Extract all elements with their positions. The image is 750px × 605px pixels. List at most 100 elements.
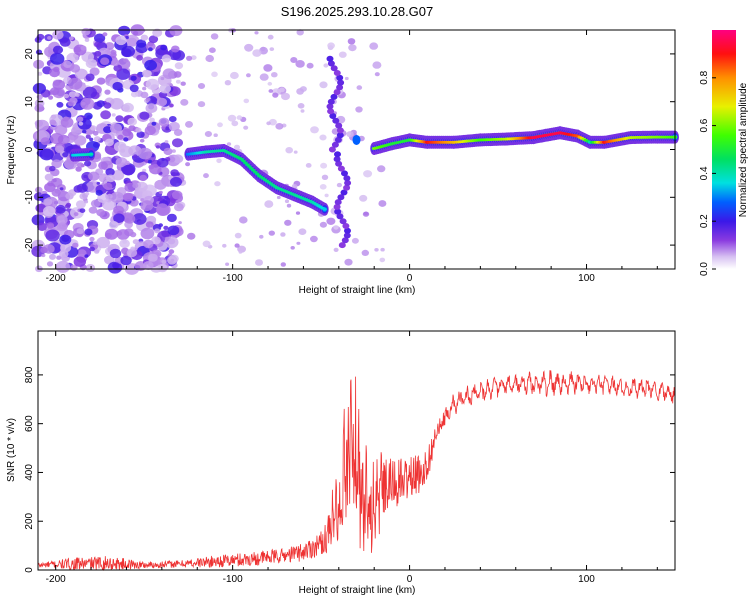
noise-blob xyxy=(145,97,151,102)
noise-blob xyxy=(89,67,100,76)
noise-blob xyxy=(43,198,53,206)
noise-blob xyxy=(109,98,124,110)
noise-blob xyxy=(51,159,62,169)
noise-blob xyxy=(174,62,184,70)
noise-blob xyxy=(49,119,57,126)
noise-blob xyxy=(348,44,357,52)
noise-blob xyxy=(333,89,341,96)
noise-blob xyxy=(332,117,340,124)
noise-blob xyxy=(80,45,87,51)
noise-blob xyxy=(285,147,294,154)
noise-blob xyxy=(143,70,152,78)
noise-blob xyxy=(319,134,327,141)
noise-blob xyxy=(337,165,345,172)
noise-blob xyxy=(359,194,368,202)
noise-blob xyxy=(37,71,43,76)
noise-blob xyxy=(92,130,99,136)
noise-blob xyxy=(48,95,54,100)
noise-blob xyxy=(84,254,89,258)
noise-blob xyxy=(180,99,189,106)
noise-blob xyxy=(178,221,182,225)
noise-blob xyxy=(167,156,176,163)
noise-blob xyxy=(69,36,74,41)
noise-blob xyxy=(156,97,168,107)
noise-blob xyxy=(104,228,119,240)
noise-blob xyxy=(129,84,139,93)
noise-blob xyxy=(110,49,117,55)
noise-blob xyxy=(67,100,75,107)
noise-blob xyxy=(298,228,307,235)
noise-blob xyxy=(244,43,254,52)
noise-blob xyxy=(378,200,387,207)
noise-blob xyxy=(96,77,106,85)
noise-blob xyxy=(120,255,132,266)
noise-blob xyxy=(73,212,79,217)
snr-background xyxy=(38,331,675,570)
noise-blob xyxy=(296,241,301,245)
noise-blob xyxy=(254,31,259,35)
noise-blob xyxy=(161,259,167,264)
colorbar: 0.0 0.2 0.4 0.6 0.8 Normalized spectral ampl… xyxy=(699,30,749,276)
noise-blob xyxy=(296,29,304,36)
noise-blob xyxy=(85,192,90,196)
noise-blob xyxy=(243,98,250,104)
noise-blob xyxy=(333,156,341,163)
ridge-core xyxy=(322,207,327,211)
noise-blob xyxy=(112,81,123,91)
noise-blob xyxy=(239,216,248,224)
noise-blob xyxy=(204,131,212,137)
noise-blob xyxy=(43,206,56,217)
noise-blob xyxy=(268,89,274,93)
noise-blob xyxy=(238,250,243,254)
noise-blob xyxy=(109,248,122,259)
noise-blob xyxy=(356,85,363,90)
noise-blob xyxy=(158,190,163,195)
noise-blob xyxy=(374,72,380,77)
noise-blob xyxy=(123,137,129,142)
noise-blob xyxy=(170,198,176,203)
noise-blob xyxy=(246,73,251,78)
noise-blob xyxy=(90,125,97,131)
noise-blob xyxy=(167,225,180,236)
noise-blob xyxy=(337,79,345,86)
noise-blob xyxy=(363,170,373,178)
noise-blob xyxy=(290,246,295,250)
noise-blob xyxy=(236,115,243,120)
noise-blob xyxy=(259,73,269,81)
noise-blob xyxy=(243,125,249,130)
noise-blob xyxy=(293,150,298,154)
noise-blob xyxy=(40,137,50,146)
noise-blob xyxy=(328,146,336,153)
noise-blob xyxy=(75,200,86,209)
noise-blob xyxy=(126,248,138,258)
noise-blob xyxy=(343,175,351,182)
noise-blob xyxy=(136,54,144,61)
noise-blob xyxy=(336,127,344,134)
noise-blob xyxy=(226,142,232,146)
noise-blob xyxy=(305,163,312,168)
noise-blob xyxy=(267,81,273,86)
noise-blob xyxy=(172,138,183,148)
noise-blob xyxy=(149,117,155,123)
noise-blob xyxy=(379,257,386,263)
noise-blob xyxy=(85,73,95,82)
noise-blob xyxy=(116,229,130,240)
noise-blob xyxy=(148,164,155,170)
noise-blob xyxy=(88,171,100,181)
noise-blob xyxy=(96,181,101,185)
noise-blob xyxy=(143,261,154,270)
noise-blob xyxy=(84,228,93,236)
noise-blob xyxy=(339,218,347,225)
noise-blob xyxy=(95,189,103,196)
noise-blob xyxy=(167,238,176,245)
noise-blob xyxy=(59,187,64,191)
noise-blob xyxy=(65,202,72,208)
y-tick-label: 600 xyxy=(24,415,35,432)
noise-blob xyxy=(151,121,157,126)
noise-blob xyxy=(156,203,169,213)
colorbar-tick-label: 0.4 xyxy=(699,166,710,180)
ridge-core xyxy=(88,152,94,156)
noise-blob xyxy=(84,38,90,42)
noise-blob xyxy=(140,227,155,240)
